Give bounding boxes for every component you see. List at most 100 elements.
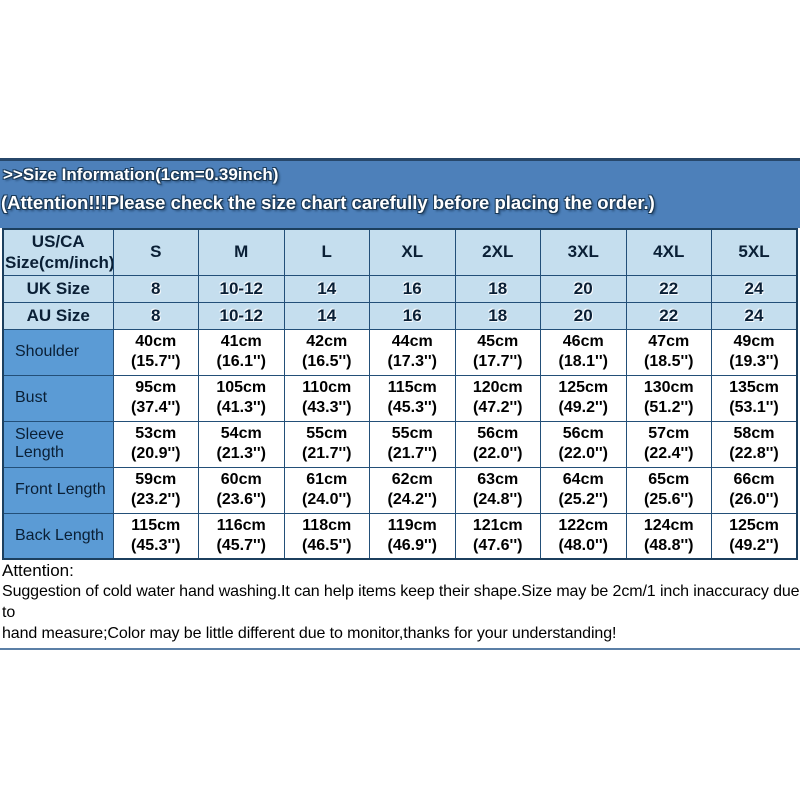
region-size-cell: 8 xyxy=(112,301,199,330)
value-cm-text: 44cm xyxy=(391,333,433,350)
region-size-cell: 20 xyxy=(540,274,627,303)
value-inch-text: (37.4'') xyxy=(131,399,181,416)
value-inch-text: (46.5'') xyxy=(302,536,352,554)
measurement-row-label: Front Length xyxy=(2,466,114,514)
value-cm-text: 105cm xyxy=(216,379,267,396)
size-column-header-xl: XL xyxy=(369,228,456,276)
measurement-value-cell: 95cm (37.4'') xyxy=(112,374,199,422)
value-inch-text: (16.5'') xyxy=(302,353,352,370)
measurement-value-cell: 57cm (22.4'') xyxy=(625,420,712,468)
value-inch-text: (17.3'') xyxy=(387,353,437,370)
measurement-value-cell: 66cm (26.0'') xyxy=(711,466,798,514)
value-inch-text: (18.5'') xyxy=(644,353,694,370)
size-column-header-s: S xyxy=(112,228,199,276)
measurement-value-cell: 60cm (23.6'') xyxy=(198,466,285,514)
value-inch-text: (24.8'') xyxy=(473,491,523,508)
value-cm-text: 46cm xyxy=(562,333,604,350)
value-inch-text: (17.7'') xyxy=(473,353,523,370)
measurement-value-cell: 115cm (45.3'') xyxy=(369,374,456,422)
value-inch-text: (19.3'') xyxy=(729,353,779,370)
table-corner-cell-us-ca-size: US/CA Size(cm/inch) xyxy=(2,228,114,276)
value-cm-text: 66cm xyxy=(733,471,775,488)
measurement-value-cell: 115cm (45.3'') xyxy=(112,512,199,560)
attention-note-text: Suggestion of cold water hand washing.It… xyxy=(2,583,800,642)
value-inch-text: (18.1'') xyxy=(558,353,608,370)
banner-size-information-text: >>Size Information(1cm=0.39inch) xyxy=(3,165,279,184)
measurement-row: Bust 95cm (37.4'') 105cm (41.3'') 110cm (43.3'… xyxy=(2,374,798,422)
measurement-value-cell: 122cm (48.0'') xyxy=(540,512,627,560)
region-size-cell: 24 xyxy=(711,274,798,303)
attention-title: Attention: xyxy=(2,561,74,580)
measurement-value-cell: 42cm (16.5'') xyxy=(283,328,370,376)
value-cm-text: 55cm xyxy=(391,425,433,442)
value-cm-text: 125cm xyxy=(558,379,609,396)
measurement-value-cell: 119cm (46.9'') xyxy=(369,512,456,560)
value-cm-text: 42cm xyxy=(306,333,348,350)
region-size-cell: 22 xyxy=(625,301,712,330)
measurement-value-cell: 130cm (51.2'') xyxy=(625,374,712,422)
measurement-value-cell: 41cm (16.1'') xyxy=(198,328,285,376)
measurement-value-cell: 61cm (24.0'') xyxy=(283,466,370,514)
size-table-body: UK Size 8 10-12 14 16 18 20 22 24 AU Size 8 10-12 14… xyxy=(2,274,798,560)
value-inch-text: (25.6'') xyxy=(644,491,694,508)
value-cm-text: 63cm xyxy=(477,471,519,488)
value-cm-text: 41cm xyxy=(220,333,262,350)
value-inch-text: (48.0'') xyxy=(558,536,608,554)
value-cm-text: 49cm xyxy=(733,333,775,350)
value-inch-text: (21.7'') xyxy=(302,445,352,462)
value-cm-text: 53cm xyxy=(135,425,177,442)
value-inch-text: (51.2'') xyxy=(644,399,694,416)
measurement-value-cell: 53cm (20.9'') xyxy=(112,420,199,468)
value-inch-text: (49.2'') xyxy=(729,536,779,554)
measurement-value-cell: 63cm (24.8'') xyxy=(454,466,541,514)
size-header-row: US/CA Size(cm/inch) S M L XL 2XL 3XL 4XL 5XL xyxy=(2,228,798,276)
value-cm-text: 55cm xyxy=(306,425,348,442)
value-inch-text: (43.3'') xyxy=(302,399,352,416)
measurement-value-cell: 121cm (47.6'') xyxy=(454,512,541,560)
value-inch-text: (47.2'') xyxy=(473,399,523,416)
size-column-header-5xl: 5XL xyxy=(711,228,798,276)
size-info-banner: >>Size Information(1cm=0.39inch) (Attent… xyxy=(0,158,800,228)
measurement-value-cell: 55cm (21.7'') xyxy=(283,420,370,468)
value-cm-text: 119cm xyxy=(387,516,437,534)
value-cm-text: 65cm xyxy=(648,471,690,488)
region-size-cell: 18 xyxy=(454,274,541,303)
value-cm-text: 57cm xyxy=(648,425,690,442)
value-cm-text: 47cm xyxy=(648,333,690,350)
measurement-value-cell: 124cm (48.8'') xyxy=(625,512,712,560)
measurement-row-label: Shoulder xyxy=(2,328,114,376)
value-inch-text: (45.3'') xyxy=(131,536,181,554)
measurement-value-cell: 47cm (18.5'') xyxy=(625,328,712,376)
region-size-cell: 10-12 xyxy=(198,274,285,303)
measurement-value-cell: 110cm (43.3'') xyxy=(283,374,370,422)
measurement-row-label: Sleeve Length xyxy=(2,420,114,468)
value-cm-text: 135cm xyxy=(729,379,779,396)
region-size-cell: 16 xyxy=(369,274,456,303)
measurement-row: Sleeve Length 53cm (20.9'') 54cm (21.3'') 55c… xyxy=(2,420,798,468)
measurement-value-cell: 116cm (45.7'') xyxy=(198,512,285,560)
value-inch-text: (16.1'') xyxy=(216,353,266,370)
value-inch-text: (22.0'') xyxy=(558,445,608,462)
value-cm-text: 122cm xyxy=(558,516,609,534)
value-inch-text: (21.3'') xyxy=(216,445,266,462)
region-row-label: AU Size xyxy=(2,301,114,330)
value-cm-text: 62cm xyxy=(391,471,433,488)
measurement-value-cell: 120cm (47.2'') xyxy=(454,374,541,422)
value-cm-text: 54cm xyxy=(220,425,262,442)
value-cm-text: 118cm xyxy=(302,516,352,534)
value-inch-text: (22.8'') xyxy=(729,445,779,462)
size-column-header-m: M xyxy=(198,228,285,276)
size-column-header-4xl: 4XL xyxy=(625,228,712,276)
region-size-cell: 14 xyxy=(283,301,370,330)
region-size-cell: 10-12 xyxy=(198,301,285,330)
measurement-row-label: Back Length xyxy=(2,512,114,560)
region-size-cell: 24 xyxy=(711,301,798,330)
size-table-header: US/CA Size(cm/inch) S M L XL 2XL 3XL 4XL 5XL xyxy=(2,228,798,276)
value-inch-text: (15.7'') xyxy=(131,353,181,370)
measurement-value-cell: 62cm (24.2'') xyxy=(369,466,456,514)
value-cm-text: 59cm xyxy=(135,471,177,488)
value-cm-text: 61cm xyxy=(306,471,348,488)
value-inch-text: (23.6'') xyxy=(216,491,266,508)
banner-attention-warning-text: (Attention!!!Please check the size chart… xyxy=(1,192,655,213)
